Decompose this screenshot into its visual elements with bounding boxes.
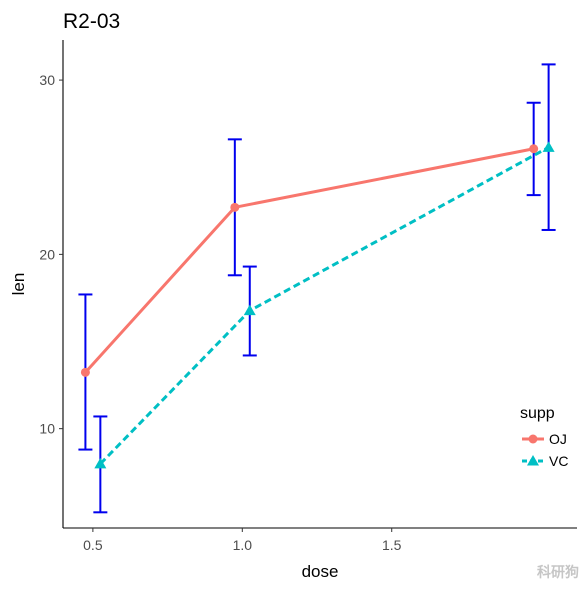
data-point-oj	[230, 202, 240, 212]
x-tick-label: 0.5	[83, 537, 103, 553]
y-axis-label: len	[9, 273, 28, 296]
data-point-oj	[80, 367, 90, 377]
data-point-oj	[529, 144, 539, 154]
y-tick-label: 30	[39, 72, 55, 88]
legend-title: supp	[520, 405, 555, 422]
series-line-oj	[84, 147, 534, 374]
x-tick-label: 1.5	[382, 537, 402, 553]
data-point-vc	[94, 457, 107, 469]
data-point-vc	[542, 141, 555, 152]
legend-key-marker-vc	[527, 455, 539, 466]
legend-key-marker-oj	[528, 434, 538, 444]
chart-title: R2-03	[63, 10, 120, 33]
x-axis-label: dose	[302, 562, 339, 581]
legend-label-oj: OJ	[549, 431, 567, 447]
x-tick-label: 1.0	[233, 537, 253, 553]
legend-label-vc: VC	[549, 453, 568, 469]
data-point-vc	[243, 304, 256, 316]
watermark-logo: 科研狗	[537, 564, 579, 580]
y-tick-label: 20	[39, 246, 55, 262]
series-line-vc	[99, 146, 550, 465]
y-tick-label: 10	[39, 421, 55, 437]
